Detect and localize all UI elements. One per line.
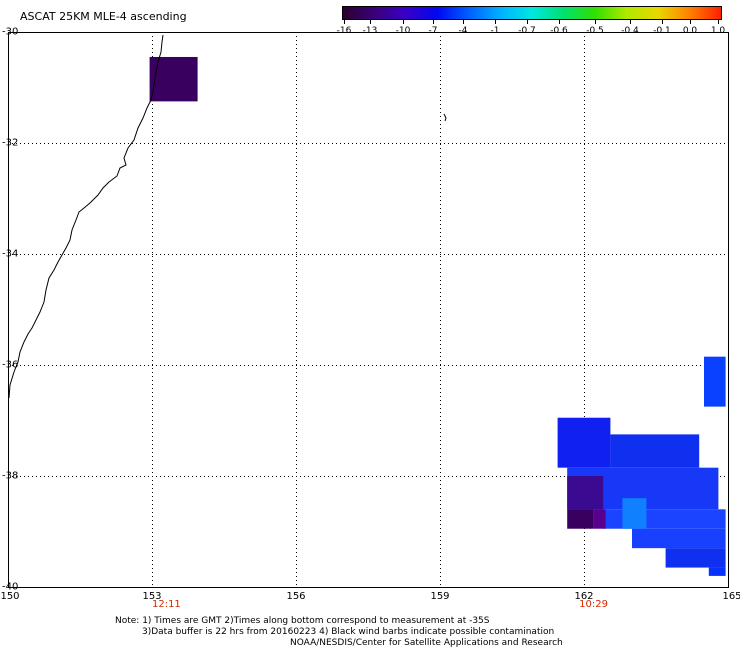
latitude-label: -36	[2, 359, 19, 371]
colorbar-tick-mark	[559, 20, 560, 24]
gridlines	[8, 32, 728, 587]
swath-cell	[557, 417, 611, 468]
longitude-label: 150	[0, 591, 20, 602]
latitude-label: -38	[2, 470, 19, 482]
latitude-label: -40	[2, 581, 19, 593]
colorbar-tick-mark	[463, 20, 464, 24]
longitude-label: 162	[574, 591, 594, 602]
colorbar-tick-label: -0.7	[518, 26, 536, 36]
longitude-label: 156	[286, 591, 306, 602]
colorbar-tick-mark	[662, 20, 663, 24]
colorbar	[342, 6, 722, 20]
swath-cell	[567, 476, 604, 510]
note-line-3: NOAA/NESDIS/Center for Satellite Applica…	[290, 638, 563, 648]
island-marker	[443, 113, 447, 122]
colorbar-tick-label: -0.4	[621, 26, 639, 36]
swath-cell	[622, 498, 647, 529]
longitude-label: 159	[430, 591, 450, 602]
colorbar-tick-label: -0.1	[653, 26, 671, 36]
pass-time-label: 12:11	[151, 599, 181, 610]
swath-cell	[632, 528, 726, 549]
swath-cell	[704, 356, 726, 407]
swath-cells	[149, 56, 726, 576]
colorbar-tick-label: -16	[336, 26, 352, 36]
colorbar-tick-mark	[370, 20, 371, 24]
swath-cell	[567, 509, 594, 529]
colorbar-tick-mark	[433, 20, 434, 24]
map-frame	[8, 32, 729, 588]
colorbar-tick-mark	[527, 20, 528, 24]
map-title: ASCAT 25KM MLE-4 ascending	[20, 10, 187, 23]
latitude-label: -30	[2, 26, 19, 38]
swath-cell	[593, 509, 606, 529]
swath-cell	[665, 548, 726, 568]
latitude-label: -32	[2, 137, 19, 149]
swath-cell	[708, 567, 726, 576]
note-line-2: 3)Data buffer is 22 hrs from 20160223 4)…	[142, 627, 555, 637]
note-line-1: Note: 1) Times are GMT 2)Times along bot…	[115, 616, 490, 626]
colorbar-tick-mark	[403, 20, 404, 24]
colorbar-tick-label: -13	[362, 26, 378, 36]
longitude-label: 165	[722, 591, 740, 602]
colorbar-tick-mark	[718, 20, 719, 24]
colorbar-tick-label: -4	[458, 26, 468, 36]
latitude-label: -34	[2, 248, 19, 260]
colorbar-tick-mark	[595, 20, 596, 24]
colorbar-tick-label: 1.0	[710, 26, 726, 36]
swath-cell	[610, 434, 700, 468]
colorbar-tick-label: -0.5	[586, 26, 604, 36]
coastline	[8, 34, 164, 399]
colorbar-tick-label: -10	[395, 26, 411, 36]
colorbar-tick-mark	[344, 20, 345, 24]
colorbar-tick-label: 0.0	[682, 26, 698, 36]
colorbar-tick-label: -7	[428, 26, 438, 36]
colorbar-tick-label: -1	[490, 26, 500, 36]
colorbar-tick-label: -0.6	[550, 26, 568, 36]
colorbar-tick-mark	[495, 20, 496, 24]
swath-cell	[603, 509, 726, 529]
swath-cell	[149, 56, 198, 102]
pass-time-label: 10:29	[579, 599, 609, 610]
longitude-label: 153	[142, 591, 162, 602]
colorbar-tick-mark	[690, 20, 691, 24]
colorbar-tick-mark	[630, 20, 631, 24]
